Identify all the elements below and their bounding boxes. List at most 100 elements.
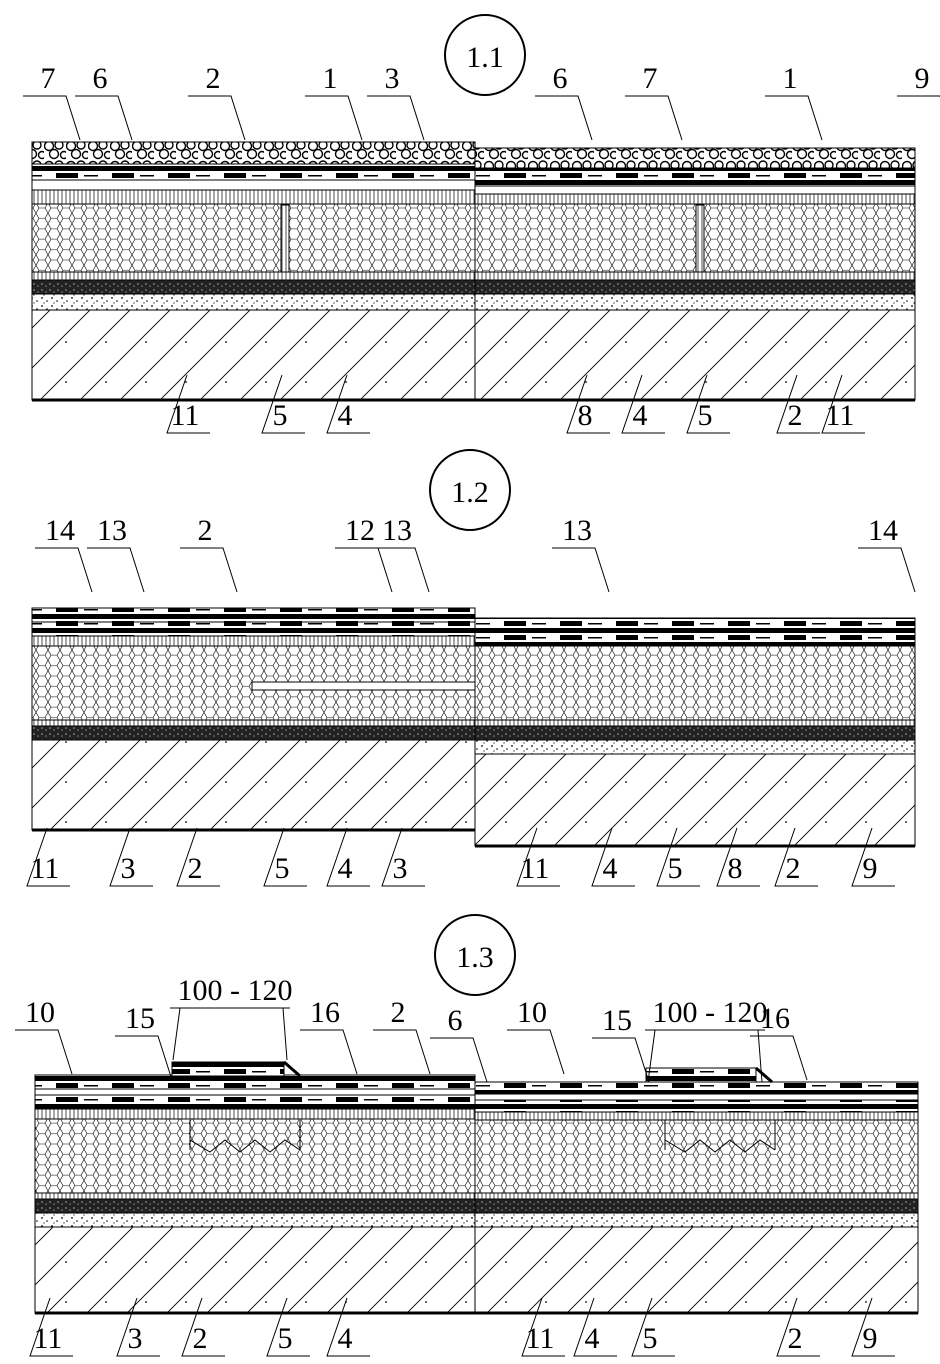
callout-label: 5 bbox=[273, 399, 288, 432]
leader-line bbox=[507, 1029, 565, 1075]
leader-line bbox=[592, 1037, 650, 1083]
layer bbox=[474, 1093, 919, 1101]
callout-label: 2 bbox=[188, 852, 203, 885]
leader-line bbox=[372, 547, 430, 593]
layer bbox=[474, 167, 916, 187]
layer bbox=[31, 279, 476, 295]
callout-label: 8 bbox=[578, 399, 593, 432]
callout-label: 4 bbox=[338, 1322, 353, 1355]
layer bbox=[474, 739, 916, 755]
leader-line bbox=[897, 95, 940, 98]
layer bbox=[31, 607, 476, 623]
callout-label: 10 bbox=[517, 996, 547, 1029]
callout-label: 2 bbox=[193, 1322, 208, 1355]
callout-label: 10 bbox=[25, 996, 55, 1029]
layer bbox=[474, 185, 916, 195]
layer bbox=[474, 631, 916, 647]
callout-label: 2 bbox=[788, 399, 803, 432]
callout-label: 5 bbox=[698, 399, 713, 432]
leader-line bbox=[656, 827, 700, 887]
leader-line bbox=[566, 374, 610, 434]
layer bbox=[34, 1108, 476, 1120]
layer bbox=[31, 621, 476, 637]
leader-line bbox=[26, 827, 70, 887]
callout-label: 6 bbox=[93, 62, 108, 95]
leader-line bbox=[181, 1297, 225, 1357]
callout-label: 2 bbox=[788, 1322, 803, 1355]
layer bbox=[474, 279, 916, 295]
callout-label: 11 bbox=[526, 1322, 555, 1355]
leader-line bbox=[166, 374, 210, 434]
leader-line bbox=[716, 827, 760, 887]
callout-label: 3 bbox=[121, 852, 136, 885]
leader-line bbox=[75, 95, 133, 141]
layer bbox=[31, 293, 476, 311]
callout-label: 1 bbox=[323, 62, 338, 95]
callout-label: 4 bbox=[338, 399, 353, 432]
leader-line bbox=[621, 374, 665, 434]
layer bbox=[474, 271, 916, 281]
layer bbox=[31, 141, 476, 165]
callout-label: 13 bbox=[97, 514, 127, 547]
layer bbox=[34, 1118, 476, 1194]
section-title: 1.1 bbox=[466, 41, 504, 74]
callout-label: 11 bbox=[34, 1322, 63, 1355]
leader-line bbox=[821, 374, 865, 434]
leader-line bbox=[774, 827, 818, 887]
layer bbox=[31, 163, 476, 181]
leader-line bbox=[367, 95, 425, 141]
layer bbox=[34, 1212, 476, 1228]
leader-line bbox=[326, 827, 370, 887]
callout-label: 9 bbox=[915, 62, 930, 95]
dimension-line bbox=[170, 1007, 290, 1061]
section-title: 1.2 bbox=[451, 476, 489, 509]
leader-line bbox=[521, 1297, 565, 1357]
callout-label: 2 bbox=[198, 514, 213, 547]
callout-label: 14 bbox=[868, 514, 898, 547]
leader-line bbox=[516, 827, 560, 887]
layer bbox=[474, 147, 916, 169]
layer bbox=[474, 1111, 919, 1121]
callout-label: 4 bbox=[603, 852, 618, 885]
layer bbox=[31, 189, 476, 205]
layer bbox=[31, 203, 476, 273]
leader-line bbox=[300, 1029, 358, 1075]
layer bbox=[474, 719, 916, 727]
joint bbox=[280, 204, 290, 273]
layer bbox=[474, 1099, 919, 1113]
layer bbox=[31, 719, 476, 727]
leader-line bbox=[335, 547, 393, 593]
leader-line bbox=[750, 1035, 808, 1081]
layer bbox=[31, 179, 476, 191]
callout-label: 11 bbox=[521, 852, 550, 885]
leader-line bbox=[29, 1297, 73, 1357]
leader-line bbox=[591, 827, 635, 887]
layer bbox=[474, 1192, 919, 1200]
layer bbox=[474, 645, 916, 721]
layers bbox=[31, 141, 919, 1315]
callout-label: 2 bbox=[206, 62, 221, 95]
callout-label: 5 bbox=[278, 1322, 293, 1355]
callout-label: 2 bbox=[391, 996, 406, 1029]
callout-label: 1 bbox=[783, 62, 798, 95]
leader-line bbox=[552, 547, 610, 593]
callout-label: 4 bbox=[633, 399, 648, 432]
callout-label: 5 bbox=[275, 852, 290, 885]
callout-label: 9 bbox=[863, 852, 878, 885]
callout-label: 4 bbox=[338, 852, 353, 885]
leader-line bbox=[625, 95, 683, 141]
leader-line bbox=[776, 1297, 820, 1357]
dimension-line bbox=[645, 1029, 765, 1083]
leader-line bbox=[116, 1297, 160, 1357]
callout-label: 14 bbox=[45, 514, 75, 547]
callout-label: 11 bbox=[826, 399, 855, 432]
callout-label: 8 bbox=[728, 852, 743, 885]
layer bbox=[34, 1226, 476, 1314]
layer bbox=[474, 725, 916, 741]
leader-line bbox=[858, 547, 916, 593]
section-circle bbox=[429, 449, 511, 531]
callout-label: 15 bbox=[125, 1002, 155, 1035]
leader-line bbox=[115, 1035, 173, 1081]
callout-label: 6 bbox=[448, 1004, 463, 1037]
leader-line bbox=[851, 827, 895, 887]
